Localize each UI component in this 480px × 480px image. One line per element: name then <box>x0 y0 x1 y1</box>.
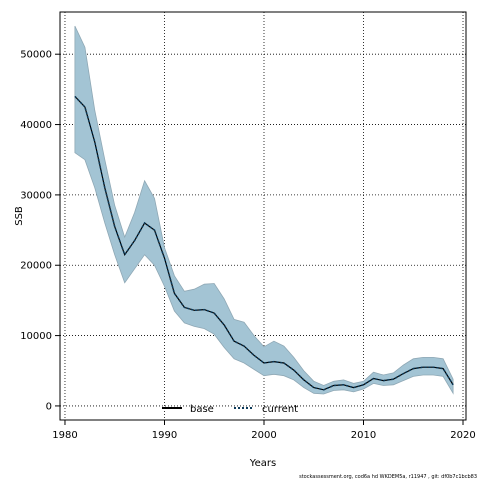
y-tick-label: 30000 <box>20 190 52 201</box>
x-tick-label: 1990 <box>152 430 177 441</box>
y-tick-label: 40000 <box>20 120 52 131</box>
plot-frame <box>59 11 467 421</box>
footer-source-text: stockassessment.org, cod6a hd WKDEM5a, r… <box>299 474 477 480</box>
y-tick-label: 0 <box>46 401 52 412</box>
y-tick-label: 20000 <box>20 261 52 272</box>
x-tick-label: 2020 <box>450 430 475 441</box>
y-axis-title: SSB <box>14 206 25 226</box>
line-base <box>74 95 454 391</box>
confidence-band <box>74 25 454 395</box>
x-tick-label: 1980 <box>52 430 77 441</box>
y-tick-label: 10000 <box>20 331 52 342</box>
y-tick-label: 50000 <box>20 50 52 61</box>
legend-label-current: current <box>262 404 298 415</box>
legend-label-base: base <box>190 404 214 415</box>
legend: base current <box>162 404 298 415</box>
x-axis: 1980 1990 2000 2010 2020 <box>52 420 476 441</box>
y-axis: 0 10000 20000 30000 40000 50000 <box>20 50 60 412</box>
x-tick-label: 2010 <box>351 430 376 441</box>
x-axis-title: Years <box>249 458 276 469</box>
x-tick-label: 2000 <box>251 430 276 441</box>
